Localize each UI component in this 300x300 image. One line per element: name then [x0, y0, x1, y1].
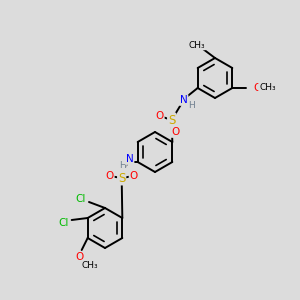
Text: H: H: [188, 100, 195, 109]
Text: N: N: [180, 95, 188, 105]
Text: CH₃: CH₃: [189, 40, 205, 50]
Text: O: O: [156, 111, 164, 121]
Text: CH₃: CH₃: [259, 83, 276, 92]
Text: S: S: [118, 172, 125, 184]
Text: O: O: [172, 127, 180, 137]
Text: Cl: Cl: [76, 194, 86, 204]
Text: H: H: [119, 161, 126, 170]
Text: CH₃: CH₃: [81, 260, 98, 269]
Text: O: O: [76, 252, 84, 262]
Text: N: N: [126, 154, 134, 164]
Text: S: S: [168, 113, 176, 127]
Text: O: O: [106, 171, 114, 181]
Text: Cl: Cl: [58, 218, 69, 228]
Text: O: O: [253, 83, 261, 93]
Text: O: O: [130, 171, 138, 181]
